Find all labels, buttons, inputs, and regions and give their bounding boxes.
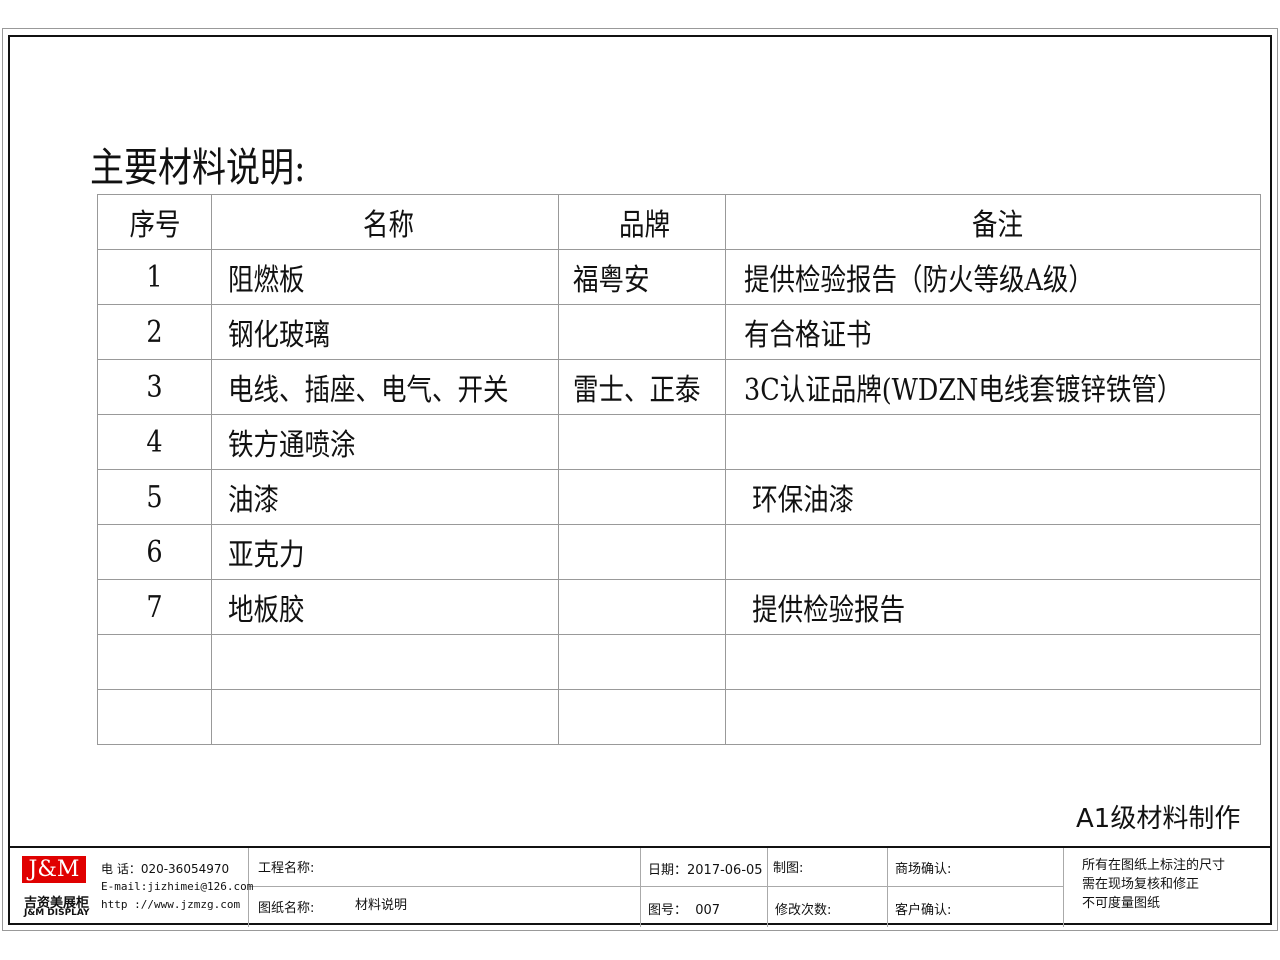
phone: 电 话：020-36054970 [101, 862, 230, 876]
cell-text: 电线、插座、电气、开关 [228, 373, 509, 408]
cell-text: 雷士、正泰 [573, 373, 701, 408]
cell-text: 阻燃板 [228, 263, 305, 298]
table-cell [211, 634, 559, 690]
table-row: 7 地板胶 提供检验报告 [97, 579, 1261, 635]
table-row: 1 阻燃板 福粤安 提供检验报告（防火等级A级） [97, 249, 1261, 305]
cell-text: 4 [146, 424, 163, 460]
table-cell: 油漆 [211, 469, 559, 525]
cell-text: 7 [146, 589, 163, 625]
email: E-mail:jizhimei@126.com [101, 880, 254, 893]
table-cell: 提供检验报告 [725, 579, 1261, 635]
table-cell [558, 689, 726, 745]
table-cell: 1 [97, 249, 212, 305]
drawing-name-label: 图纸名称: [258, 901, 315, 916]
table-cell [97, 689, 212, 745]
table-cell [725, 689, 1261, 745]
cell-text: 提供检验报告 [744, 593, 906, 628]
cell-text: 铁方通喷涂 [228, 428, 356, 463]
cell-text: 序号 [129, 208, 180, 243]
cell-text: 钢化玻璃 [228, 318, 330, 353]
table-cell [558, 634, 726, 690]
cell-text: 6 [146, 534, 163, 570]
table-cell [558, 524, 726, 580]
table-cell: 电线、插座、电气、开关 [211, 359, 559, 415]
table-cell [558, 469, 726, 525]
table-cell: 阻燃板 [211, 249, 559, 305]
table-cell: 环保油漆 [725, 469, 1261, 525]
cell-text: 3C认证品牌(WDZN电线套镀锌铁管） [744, 373, 1183, 408]
cell-text: 品牌 [619, 208, 670, 243]
cell-text: 亚克力 [228, 538, 305, 573]
materials-table: 序号 名称 品牌 备注 1 阻燃板 福粤安 提供检验报告（防火等级A级） 2 钢化玻璃 有合格证书 3… [97, 194, 1261, 745]
outer-border [2, 28, 1278, 931]
table-cell: 5 [97, 469, 212, 525]
table-cell [558, 414, 726, 470]
table-cell [725, 634, 1261, 690]
table-cell: 铁方通喷涂 [211, 414, 559, 470]
table-cell: 有合格证书 [725, 304, 1261, 360]
revisions-label: 修改次数: [775, 903, 832, 918]
project-name-label: 工程名称: [258, 861, 315, 876]
column-header: 名称 [211, 194, 559, 250]
cell-text: 地板胶 [228, 593, 305, 628]
column-header: 品牌 [558, 194, 726, 250]
company-logo: J&M [22, 856, 86, 883]
title-block: J&M 吉资美展柜 J&M DISPLAY 电 话：020-36054970 E… [8, 846, 1272, 927]
table-cell: 提供检验报告（防火等级A级） [725, 249, 1261, 305]
table-cell: 4 [97, 414, 212, 470]
client-confirm-label: 客户确认: [895, 903, 952, 918]
table-row: 6 亚克力 [97, 524, 1261, 580]
table-cell [558, 304, 726, 360]
cell-text: 环保油漆 [744, 483, 855, 518]
table-cell [97, 634, 212, 690]
disclaimer-line: 所有在图纸上标注的尺寸 [1082, 858, 1226, 873]
table-cell [558, 579, 726, 635]
cell-text: 备注 [971, 208, 1023, 243]
table-cell: 亚克力 [211, 524, 559, 580]
table-row: 3 电线、插座、电气、开关 雷士、正泰 3C认证品牌(WDZN电线套镀锌铁管） [97, 359, 1261, 415]
table-row: 2 钢化玻璃 有合格证书 [97, 304, 1261, 360]
table-cell: 福粤安 [558, 249, 726, 305]
column-header: 备注 [725, 194, 1261, 250]
table-cell: 钢化玻璃 [211, 304, 559, 360]
table-cell [211, 689, 559, 745]
cell-text: 福粤安 [573, 263, 650, 298]
material-grade-note: A1级材料制作 [1076, 804, 1241, 834]
disclaimer-line: 需在现场复核和修正 [1082, 877, 1200, 892]
table-row [97, 634, 1261, 690]
website: http ://www.jzmzg.com [101, 898, 241, 911]
table-cell: 2 [97, 304, 212, 360]
page-title: 主要材料说明: [90, 145, 306, 191]
cell-text: 提供检验报告（防火等级A级） [744, 263, 1094, 298]
column-header: 序号 [97, 194, 212, 250]
table-row [97, 689, 1261, 745]
date: 日期：2017-06-05 [648, 863, 763, 878]
table-row: 4 铁方通喷涂 [97, 414, 1261, 470]
company-name-cn: 吉资美展柜 [24, 896, 90, 911]
table-cell: 3 [97, 359, 212, 415]
drawing-name: 材料说明 [355, 898, 408, 913]
company-name-en: J&M DISPLAY [24, 908, 90, 918]
cell-text: 2 [146, 314, 163, 350]
disclaimer-line: 不可度量图纸 [1082, 896, 1161, 911]
cell-text: 名称 [363, 208, 414, 243]
table-row: 5 油漆 环保油漆 [97, 469, 1261, 525]
mall-confirm-label: 商场确认: [895, 862, 952, 877]
cell-text: 有合格证书 [744, 318, 872, 353]
table-cell: 地板胶 [211, 579, 559, 635]
table-cell: 7 [97, 579, 212, 635]
drawing-number: 图号： 007 [648, 903, 721, 918]
table-cell [725, 524, 1261, 580]
cell-text: 油漆 [228, 483, 279, 518]
drafter-label: 制图: [773, 861, 804, 876]
table-header-row: 序号 名称 品牌 备注 [97, 194, 1261, 250]
cell-text: 3 [146, 369, 163, 405]
cell-text: 5 [146, 479, 163, 515]
table-cell [725, 414, 1261, 470]
table-cell: 3C认证品牌(WDZN电线套镀锌铁管） [725, 359, 1261, 415]
cell-text: 1 [146, 259, 163, 295]
table-cell: 6 [97, 524, 212, 580]
table-cell: 雷士、正泰 [558, 359, 726, 415]
